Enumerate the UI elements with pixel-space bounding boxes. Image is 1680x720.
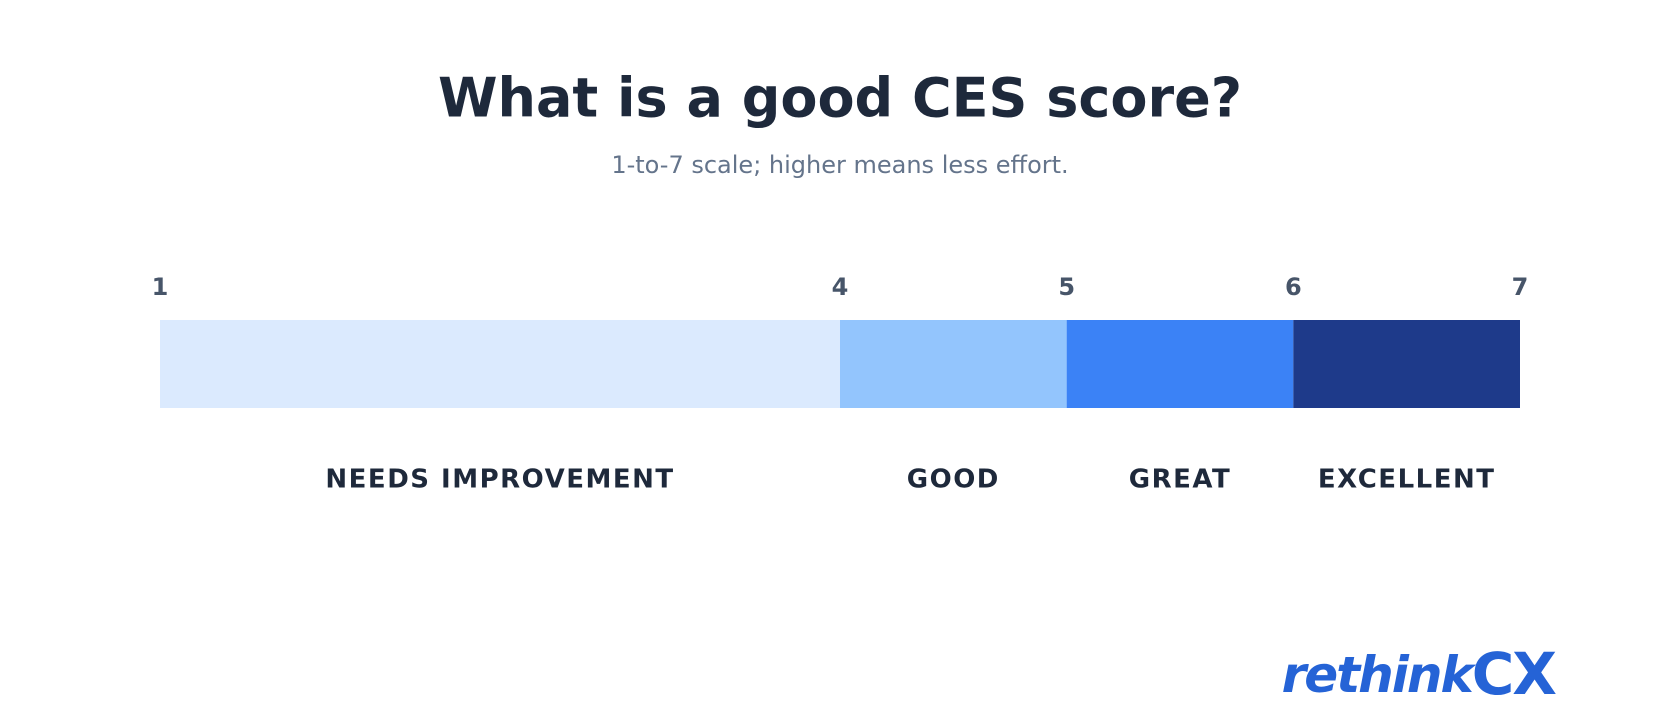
brand-part: CX	[1472, 640, 1557, 708]
x-tick-label: 5	[1058, 273, 1075, 301]
brand-part: rethink	[1282, 646, 1477, 704]
scale-segment	[1066, 320, 1294, 408]
segment-label: GREAT	[1129, 465, 1231, 495]
x-tick-label: 1	[152, 273, 169, 301]
scale-segment	[160, 320, 840, 408]
segment-label: GOOD	[907, 465, 1000, 495]
scale-segment	[1293, 320, 1520, 408]
segment-label: EXCELLENT	[1318, 465, 1496, 495]
chart-subtitle: 1-to-7 scale; higher means less effort.	[611, 151, 1068, 179]
chart-title: What is a good CES score?	[438, 67, 1242, 130]
x-tick-label: 4	[832, 273, 849, 301]
x-tick-label: 7	[1512, 273, 1529, 301]
x-tick-label: 6	[1285, 273, 1302, 301]
segment-label: NEEDS IMPROVEMENT	[325, 465, 674, 495]
brand-logo: rethinkCX	[1282, 640, 1557, 708]
scale-segment	[840, 320, 1067, 408]
